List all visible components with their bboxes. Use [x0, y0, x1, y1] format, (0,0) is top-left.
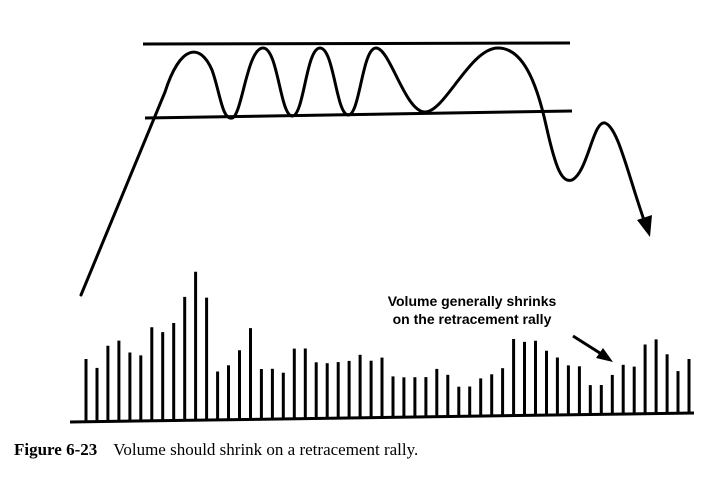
- annotation-line-1: Volume generally shrinks: [387, 293, 557, 309]
- resistance-line: [142, 41, 571, 46]
- price-path: [79, 46, 647, 297]
- volume-bars: [84, 271, 691, 421]
- trend-arrowhead: [637, 215, 652, 237]
- volume-annotation: Volume generally shrinks on the retracem…: [352, 292, 592, 328]
- figure-label: Figure 6-23: [14, 440, 98, 459]
- annotation-line-2: on the retracement rally: [392, 311, 552, 327]
- price-diagram: [79, 41, 652, 297]
- caption-text: Volume should shrink on a retracement ra…: [113, 440, 419, 459]
- support-line: [144, 109, 573, 120]
- annotation-arrow: [572, 334, 613, 362]
- figure-caption: Figure 6-23 Volume should shrink on a ret…: [14, 440, 418, 460]
